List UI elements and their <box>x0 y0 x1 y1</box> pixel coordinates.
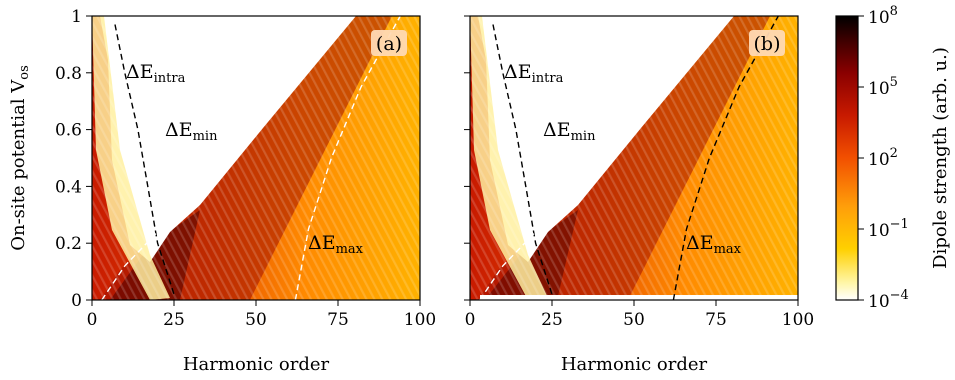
curve-label-intra: ΔEintra <box>126 61 186 86</box>
y-tick-label: 0.4 <box>55 177 82 197</box>
y-tick-label: 0.6 <box>55 121 82 141</box>
x-tick-label: 50 <box>245 310 267 330</box>
y-tick-label: 0.2 <box>55 234 82 254</box>
curve-max <box>672 16 779 300</box>
panel-label-box <box>749 30 785 56</box>
colorbar-tick-label: 10−1 <box>868 217 909 241</box>
curve-label-max: ΔEmax <box>686 232 742 257</box>
y-axis-label: On-site potential Vos <box>8 65 32 251</box>
panel-label: (a) <box>376 33 402 55</box>
curve-intra <box>114 24 175 295</box>
curve-min <box>479 16 720 300</box>
x-tick-label: 50 <box>623 310 645 330</box>
colorbar-label: Dipole strength (arb. u.) <box>930 47 951 269</box>
y-tick-label: 0 <box>71 291 82 311</box>
panel-b: 0 25 50 75 100 Harmonic order (b) ΔEintra ΔE… <box>464 15 814 375</box>
curve-min <box>101 16 342 300</box>
colorbar-tick-label: 102 <box>868 146 898 170</box>
colorbar-tick-label: 108 <box>868 4 898 28</box>
x-tick-label: 0 <box>87 310 98 330</box>
streak-texture <box>92 16 420 300</box>
colorbar-tick-label: 105 <box>868 75 898 99</box>
x-tick-label: 75 <box>327 310 349 330</box>
panel-label-box <box>371 30 407 56</box>
colorbar: 108 105 102 10−1 10−4 Dipole strength (arb. … <box>835 4 951 312</box>
panel-label: (b) <box>754 33 781 55</box>
panel-a: 0 25 50 75 100 0 0.2 0.4 0.6 0.8 1 Harmonic order… <box>8 7 436 375</box>
x-tick-label: 100 <box>782 310 814 330</box>
x-tick-label: 25 <box>541 310 563 330</box>
x-axis-label: Harmonic order <box>561 354 708 375</box>
y-tick-label: 1 <box>71 7 82 27</box>
x-tick-label: 0 <box>465 310 476 330</box>
x-tick-label: 75 <box>705 310 727 330</box>
curve-label-intra: ΔEintra <box>504 61 564 86</box>
y-tick-label: 0.8 <box>55 64 82 84</box>
colorbar-gradient <box>835 15 859 301</box>
x-axis-label: Harmonic order <box>183 354 330 375</box>
x-tick-label: 100 <box>404 310 436 330</box>
streak-texture <box>470 16 798 300</box>
curve-max <box>294 16 401 300</box>
colorbar-tick-label: 10−4 <box>868 288 909 312</box>
curve-label-max: ΔEmax <box>308 232 364 257</box>
curve-label-min: ΔEmin <box>165 119 218 144</box>
bottom-white-strip <box>480 295 798 300</box>
y-axis-label-sub: os <box>17 65 32 80</box>
curve-label-min: ΔEmin <box>543 119 596 144</box>
curve-intra <box>492 24 553 295</box>
x-tick-label: 25 <box>163 310 185 330</box>
